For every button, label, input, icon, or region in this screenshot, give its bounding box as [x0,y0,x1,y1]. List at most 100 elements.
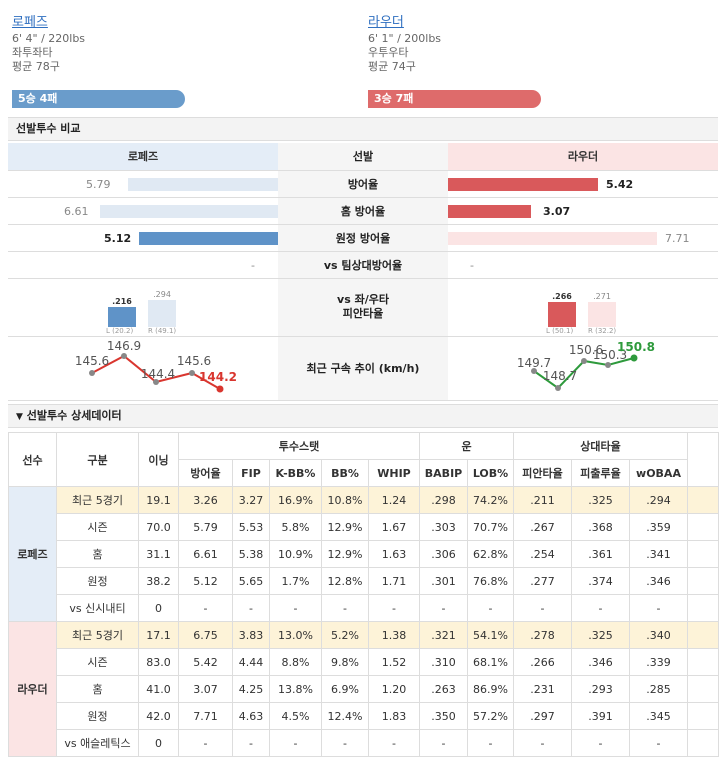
right-pitcher-name[interactable]: 라우더 [368,15,404,30]
table-cell: 6.61 [178,540,233,568]
table-cell-extra [687,729,719,757]
section-pitcher-detail[interactable]: ▼ 선발투수 상세데이터 [8,404,718,428]
right-velo-label: 148.7 [543,369,577,383]
velo-right: 149.7 148.7 150.6 150.3 150.8 [448,336,718,401]
table-cell: .277 [513,567,572,595]
section-pitcher-compare: 선발투수 비교 [8,117,718,141]
away-era-left-value: 5.12 [104,231,132,245]
table-cell: - [571,729,630,757]
table-cell: .285 [629,675,688,703]
table-cell: 원정 [56,567,139,595]
col-group-pitcher-stats: 투수스탯 [178,432,420,460]
era-right: 5.42 [448,170,718,198]
collapse-triangle-icon[interactable]: ▼ [16,412,23,422]
left-velo-point [189,369,195,376]
right-split-l-bar [548,301,576,327]
right-pitcher-size: 6' 1" / 200lbs [368,32,442,45]
col-kbb: K-BB% [269,459,322,487]
table-row: vs 애슬레틱스 0- - - - - - - - - - [9,729,719,757]
table-cell: .294 [629,486,688,514]
table-cell: .278 [513,621,572,649]
table-cell: .325 [571,621,630,649]
col-lob: LOB% [467,459,514,487]
table-cell: .346 [629,567,688,595]
table-cell: .340 [629,621,688,649]
right-velo-label: 150.3 [593,348,627,362]
table-row: 라우더 최근 5경기 17.1 6.75 3.83 13.0% 5.2% 1.38.321 54… [8,621,719,757]
table-cell-extra [687,513,719,541]
table-cell: - [269,594,322,622]
table-cell: .297 [513,702,572,730]
table-cell-extra [687,594,719,622]
table-cell: 13.8% [269,675,322,703]
table-cell: 0 [138,729,179,757]
table-cell: .321 [419,621,468,649]
table-cell: 41.0 [138,675,179,703]
table-row: 로페즈 최근 5경기 19.1 3.26 3.27 16.9% 10.8% 1.24.298 7… [8,486,719,622]
col-woba: wOBAA [629,459,688,487]
team-era-right-value: - [470,258,474,272]
table-cell: - [419,594,468,622]
table-cell: 70.0 [138,513,179,541]
away-era-right-value: 7.71 [665,231,690,245]
table-cell: - [368,729,420,757]
table-cell-extra [687,621,719,649]
table-cell: .339 [629,648,688,676]
table-cell: 8.8% [269,648,322,676]
player-name-cell: 로페즈 [8,486,57,622]
table-cell: - [269,729,322,757]
table-cell: 70.7% [467,513,514,541]
left-pitcher-pitches: 평균 78구 [12,60,60,73]
home-era-left: 6.61 [8,197,278,225]
col-extra [687,432,719,487]
table-cell: 5.2% [321,621,369,649]
right-velo-point [630,354,638,361]
table-cell: - [368,594,420,622]
table-cell: 16.9% [269,486,322,514]
table-cell: 5.8% [269,513,322,541]
detail-table: 선수 구분 이닝 투수스탯 운 상대타율 방어율 FIP K-BB% BB% W… [8,432,719,757]
right-velo-label: 150.8 [617,340,655,354]
left-pitcher-name[interactable]: 로페즈 [12,15,48,30]
left-velo-point [89,369,95,376]
table-cell: 42.0 [138,702,179,730]
table-cell: 68.1% [467,648,514,676]
table-cell: .325 [571,486,630,514]
table-cell: 12.9% [321,513,369,541]
home-era-right-value: 3.07 [543,204,571,218]
table-cell: - [178,594,233,622]
table-cell: - [467,729,514,757]
home-era-left-bar [100,204,278,218]
table-cell-extra [687,648,719,676]
split-left: .216 .294 L (20.2) R (49.1) [8,278,278,337]
table-cell: .266 [513,648,572,676]
table-cell: 74.2% [467,486,514,514]
left-velo-label: 144.2 [199,370,237,384]
left-split-r-sub: R (49.1) [148,326,177,335]
table-cell: - [513,729,572,757]
table-cell: .293 [571,675,630,703]
table-row: vs 신시내티 0- - - - - - - - - - [9,594,719,622]
col-innings: 이닝 [138,432,179,487]
table-cell: 원정 [56,702,139,730]
table-cell: .231 [513,675,572,703]
table-cell-extra [687,540,719,568]
era-label: 방어율 [278,170,448,198]
col-fip: FIP [232,459,270,487]
table-cell: 5.12 [178,567,233,595]
home-era-left-value: 6.61 [64,204,89,218]
table-cell: 4.63 [232,702,270,730]
table-cell: 12.9% [321,540,369,568]
table-cell: .263 [419,675,468,703]
left-split-l-sub: L (20.2) [106,326,134,335]
table-cell: 4.5% [269,702,322,730]
table-cell: 5.65 [232,567,270,595]
table-cell: 5.53 [232,513,270,541]
right-split-l-sub: L (50.1) [546,326,574,335]
right-pitcher-pitches: 평균 74구 [368,60,416,73]
left-velo-point [121,352,127,359]
table-cell: 1.20 [368,675,420,703]
split-right: .266 .271 L (50.1) R (32.2) [448,278,718,337]
right-split-r-sub: R (32.2) [588,326,617,335]
table-cell: .211 [513,486,572,514]
